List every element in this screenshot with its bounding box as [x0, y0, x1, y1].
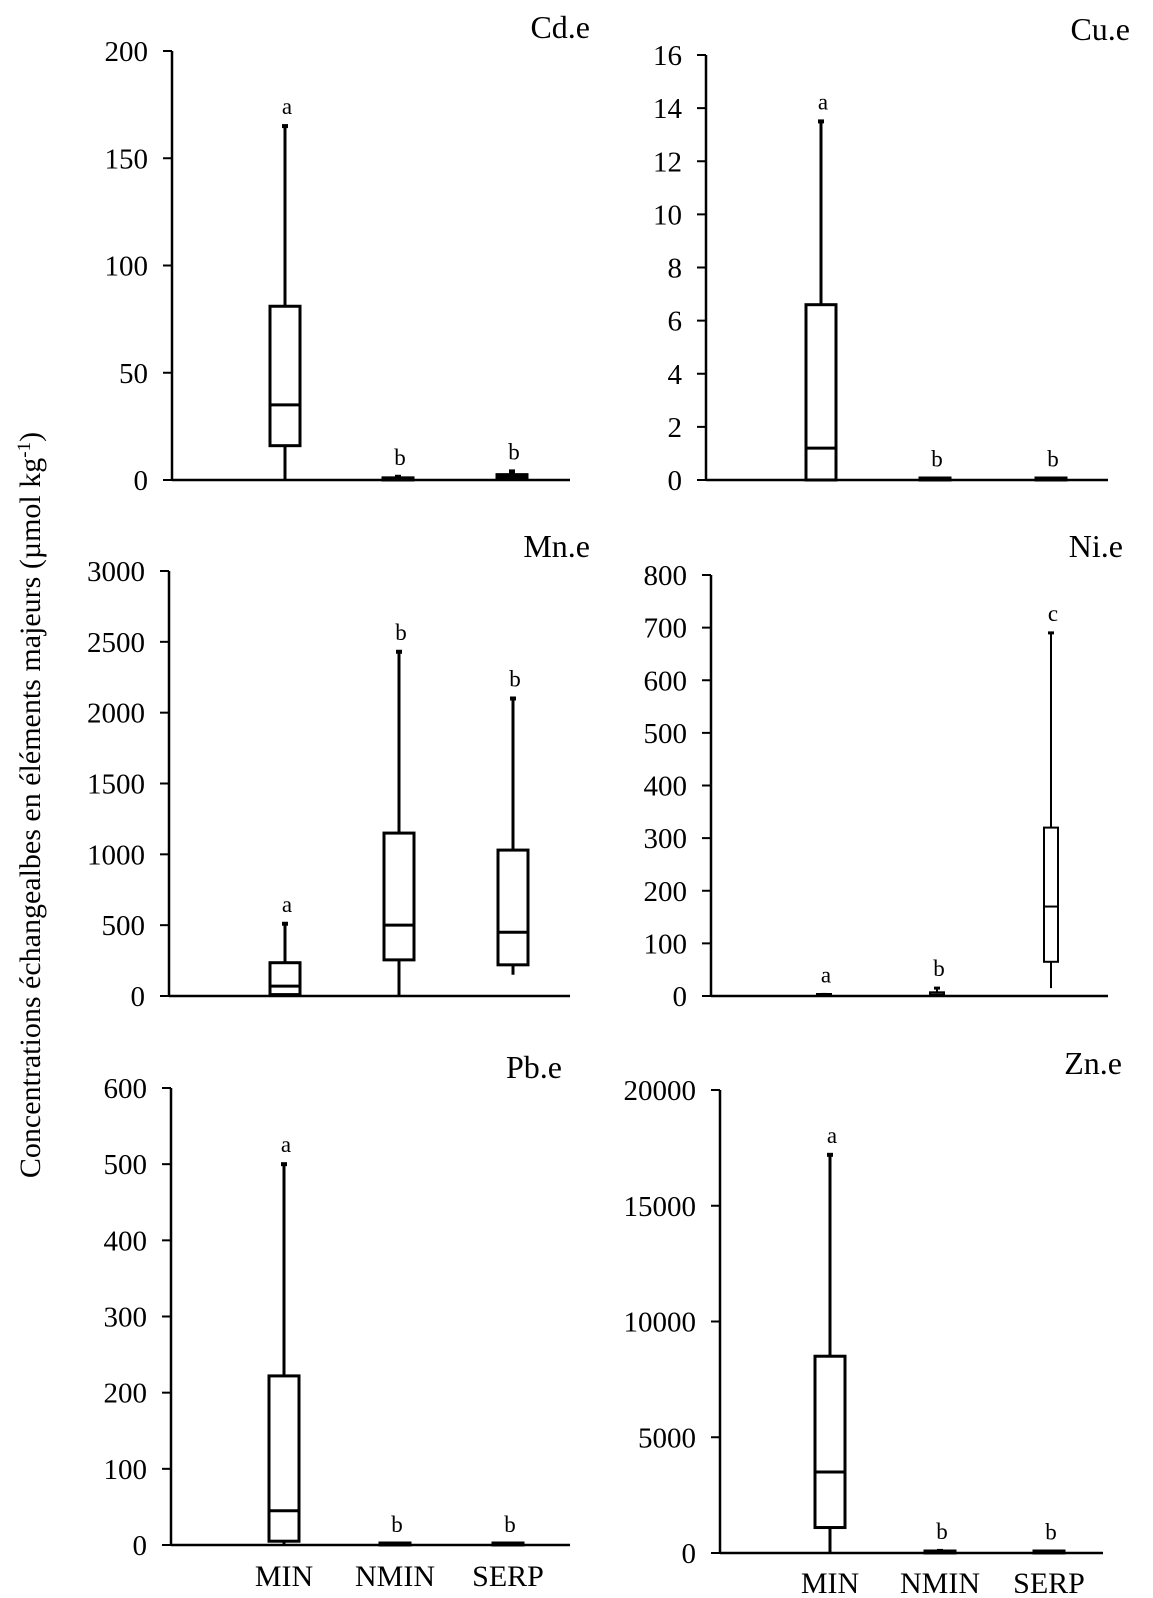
y-tick-label: 600	[644, 665, 688, 697]
y-tick-label: 15000	[624, 1191, 697, 1223]
box-min	[267, 1374, 301, 1543]
box-serp	[496, 848, 530, 967]
y-axis-label: Concentrations échangealbes en éléments …	[14, 432, 48, 1178]
y-tick-label: 0	[133, 1530, 148, 1562]
y-tick-label: 20000	[624, 1075, 697, 1107]
y-tick-label: 12	[653, 146, 682, 178]
y-tick-label: 1500	[87, 769, 145, 801]
box-min	[813, 1354, 847, 1530]
significance-letter-serp: c	[1048, 601, 1058, 626]
x-category-label-min: MIN	[801, 1567, 859, 1593]
panel-cd-e: Cd.e 0 50 100 150 200 a b b	[105, 9, 591, 497]
x-category-label-nmin: NMIN	[900, 1567, 980, 1593]
significance-letter-serp: b	[1045, 1520, 1057, 1545]
y-tick-label: 10	[653, 199, 682, 231]
significance-letter-serp: b	[508, 439, 520, 464]
y-tick-label: 50	[119, 358, 148, 390]
y-tick-label: 500	[102, 910, 146, 942]
y-tick-label: 10000	[624, 1307, 697, 1339]
significance-letter-min: a	[282, 892, 292, 917]
panel-title: Ni.e	[1069, 528, 1123, 564]
y-tick-label: 600	[104, 1073, 148, 1105]
y-tick-label: 0	[673, 981, 688, 1013]
y-tick-label: 4	[668, 359, 683, 391]
y-tick-label: 400	[644, 771, 688, 803]
panel-zn-e: Zn.e 0 5000 10000 15000 20000 a MIN b NMIN b SERP	[624, 1045, 1123, 1598]
y-tick-label: 2500	[87, 627, 145, 659]
box-nmin	[382, 831, 416, 962]
x-category-label-min: MIN	[255, 1560, 313, 1593]
y-tick-label: 500	[104, 1149, 148, 1181]
y-tick-label: 0	[131, 981, 146, 1013]
x-category-label-serp: SERP	[472, 1560, 544, 1593]
y-tick-label: 400	[104, 1225, 148, 1257]
y-tick-label: 5000	[638, 1422, 696, 1454]
significance-letter-nmin: b	[394, 445, 406, 470]
y-tick-label: 100	[644, 928, 688, 960]
y-tick-label: 16	[653, 40, 682, 72]
y-tick-label: 2000	[87, 698, 145, 730]
panel-title: Cd.e	[530, 9, 590, 45]
y-tick-label: 100	[105, 251, 149, 283]
panel-title: Pb.e	[506, 1049, 562, 1085]
y-tick-label: 0	[668, 465, 683, 497]
panel-mn-e: Mn.e 0 500 1000 1500 2000 2500 3000 a b b	[87, 528, 590, 1013]
y-tick-label: 800	[644, 560, 688, 592]
x-category-label-nmin: NMIN	[355, 1560, 435, 1593]
significance-letter-nmin: b	[395, 620, 407, 645]
significance-letter-nmin: b	[936, 1519, 948, 1544]
y-tick-label: 150	[105, 143, 149, 175]
box-min	[268, 304, 302, 448]
significance-letter-min: a	[821, 962, 831, 987]
significance-letter-min: a	[818, 89, 828, 114]
panel-title: Mn.e	[523, 528, 590, 564]
box-serp	[1043, 826, 1059, 963]
significance-letter-min: a	[281, 1132, 291, 1157]
significance-letter-serp: b	[1047, 447, 1059, 472]
panel-ni-e: Ni.e 0 100 200 300 400 500 600 700 800 a b c	[644, 528, 1124, 1013]
y-tick-label: 200	[104, 1378, 148, 1410]
panel-cu-e: Cu.e 0 2 4 6 8 10 12 14 16 a b b	[653, 11, 1130, 497]
significance-letter-nmin: b	[931, 447, 943, 472]
y-tick-label: 2	[668, 412, 683, 444]
y-tick-label: 3000	[87, 556, 145, 588]
y-tick-label: 14	[653, 93, 683, 125]
y-axis-label-superscript: -1	[14, 442, 35, 458]
y-tick-label: 500	[644, 718, 688, 750]
y-tick-label: 200	[644, 876, 688, 908]
y-axis-label-end: )	[14, 432, 47, 442]
y-tick-label: 200	[105, 36, 149, 68]
y-tick-label: 1000	[87, 839, 145, 871]
y-tick-label: 0	[134, 465, 149, 497]
box-min	[804, 303, 838, 482]
y-axis-label-main: Concentrations échangealbes en éléments …	[14, 458, 47, 1178]
x-category-label-serp: SERP	[1013, 1567, 1085, 1593]
y-tick-label: 300	[644, 823, 688, 855]
panel-title: Cu.e	[1070, 11, 1130, 47]
significance-letter-nmin: b	[391, 1512, 403, 1537]
y-tick-label: 700	[644, 613, 688, 645]
box-min	[268, 961, 302, 997]
y-tick-label: 6	[668, 306, 683, 338]
y-tick-label: 0	[682, 1538, 697, 1570]
significance-letter-min: a	[282, 94, 292, 119]
significance-letter-min: a	[827, 1123, 837, 1148]
y-tick-label: 300	[104, 1302, 148, 1334]
significance-letter-serp: b	[509, 667, 521, 692]
panel-pb-e: Pb.e 0 100 200 300 400 500 600 a MIN b NMIN b SERP	[104, 1049, 570, 1593]
significance-letter-serp: b	[504, 1512, 516, 1537]
significance-letter-nmin: b	[933, 956, 945, 981]
y-tick-label: 100	[104, 1454, 148, 1486]
panel-title: Zn.e	[1064, 1045, 1122, 1081]
y-tick-label: 8	[668, 253, 683, 285]
